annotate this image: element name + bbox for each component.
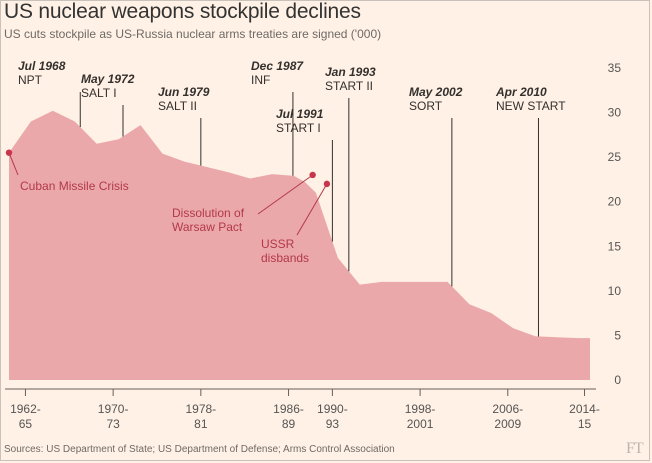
x-axis: 1962-65 1970-73 1978-81 1986-89 1990-93 1998-… xyxy=(5,388,600,431)
y-tick-label-1: 5 xyxy=(614,328,621,342)
x-tick-label-0-b: 65 xyxy=(19,417,33,431)
chart-title: US nuclear weapons stockpile declines xyxy=(4,0,361,23)
annotation-marker-2 xyxy=(323,180,331,188)
event-name-3: INF xyxy=(251,73,270,87)
annotation-text-0-0: Cuban Missile Crisis xyxy=(20,179,129,193)
chart-subtitle: US cuts stockpile as US-Russia nuclear a… xyxy=(4,27,382,41)
x-tick-label-7-b: 15 xyxy=(578,417,592,431)
y-tick-label-3: 15 xyxy=(608,239,622,253)
event-date-6: May 2002 xyxy=(409,85,463,99)
y-tick-label-7: 35 xyxy=(608,61,622,75)
x-tick-label-4-b: 93 xyxy=(326,417,340,431)
event-date-3: Dec 1987 xyxy=(251,59,304,73)
event-name-6: SORT xyxy=(409,99,443,113)
event-name-7: NEW START xyxy=(496,99,566,113)
y-tick-label-5: 25 xyxy=(608,150,622,164)
y-axis: 0 5 10 15 20 25 30 35 xyxy=(608,61,622,387)
area-layer xyxy=(9,110,590,381)
event-date-5: Jan 1993 xyxy=(325,65,376,79)
x-tick-label-1-b: 73 xyxy=(106,417,120,431)
annotation-leader-2 xyxy=(296,183,328,236)
x-tick-label-1: 1970- xyxy=(98,402,129,416)
x-tick-label-3: 1986- xyxy=(273,402,304,416)
event-date-2: Jun 1979 xyxy=(158,85,210,99)
y-tick-label-0: 0 xyxy=(614,373,621,387)
annotation-text-2-0: USSR xyxy=(261,237,295,251)
x-tick-label-5: 1998- xyxy=(405,402,436,416)
event-name-1: SALT I xyxy=(81,86,117,100)
annotation-leader-0 xyxy=(8,152,19,176)
annotation-text-1-1: Warsaw Pact xyxy=(172,220,243,234)
x-tick-label-6: 2006- xyxy=(492,402,523,416)
event-date-7: Apr 2010 xyxy=(495,85,547,99)
x-tick-label-5-b: 2001 xyxy=(407,417,434,431)
ft-logo: FT xyxy=(626,440,644,457)
x-tick-label-6-b: 2009 xyxy=(494,417,521,431)
x-tick-label-2: 1978- xyxy=(185,402,216,416)
event-date-1: May 1972 xyxy=(81,72,135,86)
event-date-0: Jul 1968 xyxy=(18,59,66,73)
event-name-2: SALT II xyxy=(158,99,197,113)
annotation-text-1-0: Dissolution of xyxy=(172,206,245,220)
annotation-marker-1 xyxy=(309,171,316,179)
y-tick-label-6: 30 xyxy=(608,106,622,120)
y-tick-label-4: 20 xyxy=(608,195,622,209)
stockpile-area xyxy=(9,110,590,381)
annotation-layer: Cuban Missile Crisis Dissolution ofWarsaw… xyxy=(5,149,331,265)
x-tick-label-0: 1962- xyxy=(10,402,41,416)
annotation-leader-1 xyxy=(257,174,313,215)
event-name-0: NPT xyxy=(18,73,43,87)
event-name-5: START II xyxy=(325,79,373,93)
x-tick-label-4: 1990- xyxy=(317,402,348,416)
y-tick-label-2: 10 xyxy=(608,284,622,298)
x-tick-label-3-b: 89 xyxy=(282,417,296,431)
event-date-4: Jul 1991 xyxy=(276,107,324,121)
source-note: Sources: US Department of State; US Depa… xyxy=(4,444,395,455)
x-tick-label-2-b: 81 xyxy=(194,417,208,431)
event-name-4: START I xyxy=(276,121,321,135)
annotation-marker-0 xyxy=(5,149,13,156)
x-tick-label-7: 2014- xyxy=(569,402,600,416)
annotation-text-2-1: disbands xyxy=(261,251,309,265)
